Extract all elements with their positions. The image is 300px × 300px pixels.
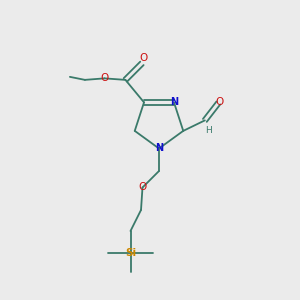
Text: N: N: [155, 143, 163, 154]
Text: O: O: [139, 53, 148, 63]
Text: O: O: [216, 97, 224, 107]
Text: Si: Si: [125, 248, 136, 258]
Text: H: H: [205, 126, 212, 135]
Text: N: N: [170, 98, 178, 107]
Text: O: O: [100, 74, 109, 83]
Text: O: O: [138, 182, 147, 193]
